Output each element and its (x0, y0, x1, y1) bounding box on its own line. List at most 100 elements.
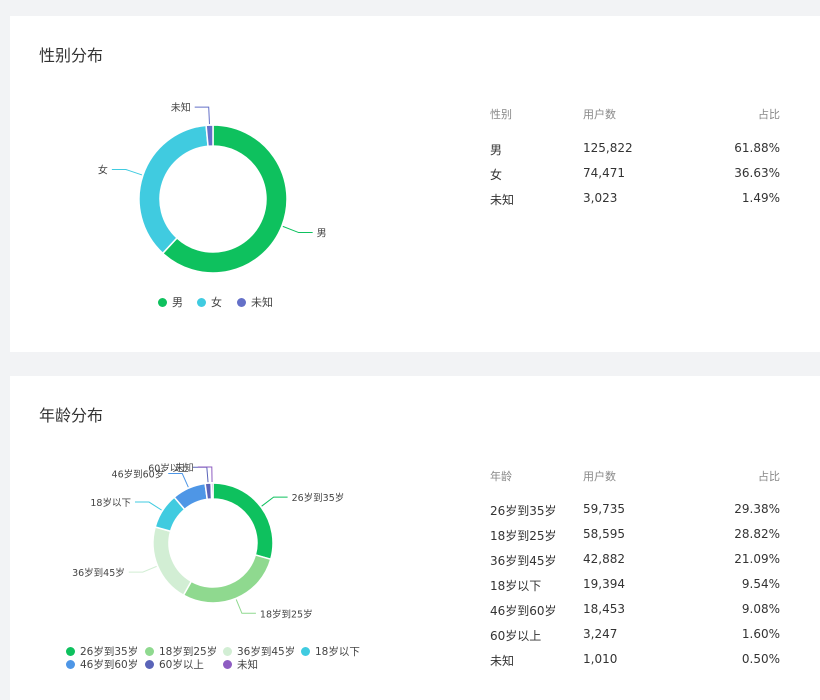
age-slice-label: 36岁到45岁 (72, 567, 125, 579)
age-table-cell: 0.50% (741, 652, 780, 666)
gender-table-cell: 女 (490, 168, 503, 182)
age-table-cell: 18,453 (583, 602, 625, 616)
age-legend-label: 18岁到25岁 (159, 646, 218, 658)
age-slice-label: 18岁以下 (90, 497, 131, 509)
age-slice-label: 60岁以上 (148, 462, 189, 474)
age-legend: 26岁到35岁 18岁到25岁 36岁到45岁 18岁以下 46岁到60岁 60岁以上 未知 (10, 376, 490, 700)
gender-slice-label: 未知 (171, 101, 191, 114)
age-label-line (261, 496, 288, 507)
age-table-cell: 26岁到35岁 (490, 504, 557, 518)
gender-legend-label: 未知 (251, 296, 273, 309)
gender-table-cell: 男 (490, 143, 503, 157)
age-legend-item[interactable]: 26岁到35岁 (66, 644, 138, 659)
age-card: 年龄分布 26岁到35岁 18岁到25岁 36岁到45岁 18岁以下 46岁到60岁 60… (10, 376, 820, 700)
gender-label-line (282, 225, 313, 234)
age-table-cell: 9.54% (741, 577, 780, 591)
age-legend-item[interactable]: 18岁以下 (301, 644, 360, 659)
gender-table-cell: 未知 (490, 193, 515, 207)
gender-table-cell: 1.49% (741, 191, 780, 205)
age-label-line (197, 466, 213, 483)
gender-legend: 男女未知 (10, 16, 490, 352)
age-table-cell: 1,010 (583, 652, 618, 666)
gender-slice-label: 男 (317, 228, 327, 240)
gender-legend-label: 女 (211, 296, 222, 309)
age-table-cell: 36岁到45岁 (490, 554, 557, 568)
gender-legend-item[interactable]: 未知 (237, 294, 273, 310)
age-table-row: 46岁到60岁 18,453 9.08% (490, 602, 780, 622)
gender-table-cell: 125,822 (583, 141, 633, 155)
age-legend-label: 36岁到45岁 (237, 646, 296, 658)
age-slice[interactable] (210, 482, 214, 500)
age-table-row: 18岁到25岁 58,595 28.82% (490, 527, 780, 547)
age-legend-item[interactable]: 60岁以上 (145, 657, 204, 672)
age-table-cell: 59,735 (583, 502, 625, 516)
gender-table-row: 未知 3,023 1.49% (490, 191, 780, 211)
age-legend-marker (66, 647, 75, 656)
age-table-cell: 28.82% (734, 527, 780, 541)
age-table-cell: 未知 (490, 654, 515, 668)
age-table-row: 18岁以下 19,394 9.54% (490, 577, 780, 597)
age-table-cell: 29.38% (734, 502, 780, 516)
age-header-cell: 年龄 (490, 470, 512, 483)
gender-slice-label: 女 (98, 163, 108, 176)
age-legend-item[interactable]: 46岁到60岁 (66, 657, 138, 672)
age-legend-marker (223, 647, 232, 656)
age-table-row: 60岁以上 3,247 1.60% (490, 627, 780, 647)
age-slice-label: 26岁到35岁 (292, 492, 345, 504)
gender-table-cell: 36.63% (734, 166, 780, 180)
gender-slice[interactable] (205, 124, 214, 148)
age-table-cell: 3,247 (583, 627, 618, 641)
age-legend-label: 18岁以下 (315, 646, 360, 658)
age-legend-item[interactable]: 未知 (223, 657, 258, 672)
age-table-cell: 46岁到60岁 (490, 604, 557, 618)
age-legend-item[interactable]: 18岁到25岁 (145, 644, 217, 659)
age-legend-item[interactable]: 36岁到45岁 (223, 644, 295, 659)
gender-table-cell: 3,023 (583, 191, 618, 205)
gender-label-line (194, 106, 210, 125)
gender-card: 性别分布 男女未知 男女未知 性别 用户数 占比男 125,822 61.88% 女 74,… (10, 16, 820, 352)
gender-title: 性别分布 (39, 46, 104, 65)
gender-header-cell: 占比 (758, 108, 780, 121)
gender-legend-label: 男 (172, 296, 183, 309)
gender-legend-item[interactable]: 男 (158, 294, 183, 310)
age-legend-marker (223, 660, 232, 669)
gender-table-row: 男 125,822 61.88% (490, 141, 780, 161)
gender-table-row: 女 74,471 36.63% (490, 166, 780, 186)
age-label-line (168, 473, 189, 488)
age-label-line (128, 565, 157, 573)
gender-label-line (111, 168, 143, 176)
gender-legend-marker (237, 298, 246, 307)
age-table-cell: 60岁以上 (490, 629, 542, 643)
age-table-row: 未知 1,010 0.50% (490, 652, 780, 672)
gender-donut-chart: 男 女 未知 (98, 101, 327, 274)
age-table-cell: 18岁到25岁 (490, 529, 557, 543)
age-legend-marker (145, 647, 154, 656)
gender-legend-item[interactable]: 女 (197, 294, 222, 310)
age-slice-label: 46岁到60岁 (112, 469, 165, 481)
age-label-line (235, 599, 256, 614)
gender-table: 性别 用户数 占比男 125,822 61.88% 女 74,471 36.63% 未知 3,02… (490, 16, 780, 352)
age-table-cell: 9.08% (741, 602, 780, 616)
gender-header-cell: 用户数 (583, 108, 616, 121)
gender-table-cell: 61.88% (734, 141, 780, 155)
age-slice-label: 未知 (175, 462, 194, 474)
gender-legend-marker (158, 298, 167, 307)
age-table-cell: 18岁以下 (490, 579, 542, 593)
age-slice-label: 18岁到25岁 (260, 608, 313, 620)
age-table-cell: 1.60% (741, 627, 780, 641)
age-legend-marker (145, 660, 154, 669)
gender-header-cell: 性别 (490, 108, 512, 121)
gender-slice[interactable] (161, 124, 288, 274)
age-table-cell: 19,394 (583, 577, 625, 591)
age-label-line (134, 501, 162, 511)
age-table: 年龄 用户数 占比 26岁到35岁 59,735 29.38% 18岁到25岁 58,595 2… (490, 376, 780, 700)
age-legend-label: 26岁到35岁 (80, 646, 139, 658)
age-legend-label: 未知 (237, 659, 258, 671)
age-table-header: 年龄 用户数 占比 (490, 468, 780, 488)
age-table-cell: 21.09% (734, 552, 780, 566)
age-legend-marker (301, 647, 310, 656)
age-table-row: 26岁到35岁 59,735 29.38% (490, 502, 780, 522)
age-header-cell: 占比 (758, 470, 780, 483)
age-legend-label: 60岁以上 (159, 659, 204, 671)
